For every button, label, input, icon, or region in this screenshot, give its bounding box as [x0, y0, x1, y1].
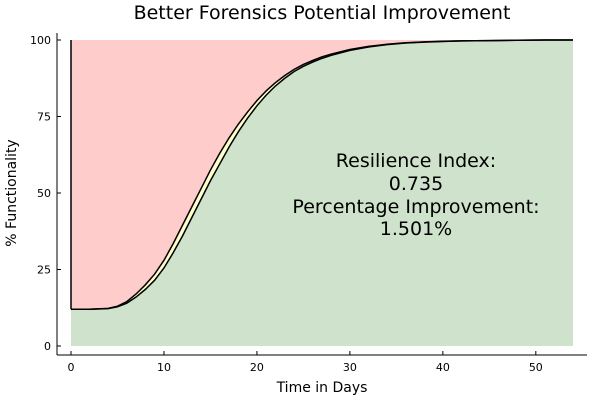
y-tick-label: 100 — [30, 34, 51, 47]
x-tick-label: 30 — [343, 361, 357, 374]
x-tick-label: 10 — [157, 361, 171, 374]
y-axis-label: % Functionality — [4, 139, 20, 246]
recovered-region — [71, 40, 573, 346]
annotation-improvement-value: 1.501% — [380, 218, 452, 240]
chart-title: Better Forensics Potential Improvement — [134, 2, 511, 24]
y-tick-label: 50 — [37, 187, 51, 200]
y-tick-label: 0 — [44, 340, 51, 353]
x-tick-label: 50 — [529, 361, 543, 374]
x-tick-label: 0 — [68, 361, 75, 374]
annotation-block: Resilience Index: 0.735 Percentage Impro… — [292, 150, 539, 240]
series-line-2 — [71, 39, 573, 311]
x-tick-label: 40 — [436, 361, 450, 374]
annotation-resilience-label: Resilience Index: — [336, 150, 496, 172]
y-ticks: 0 25 50 75 100 — [30, 34, 61, 353]
x-tick-label: 20 — [250, 361, 264, 374]
annotation-resilience-value: 0.735 — [389, 173, 443, 195]
x-axis-label: Time in Days — [276, 380, 368, 396]
annotation-improvement-label: Percentage Improvement: — [292, 196, 539, 218]
y-tick-label: 75 — [37, 111, 51, 124]
series-lines — [71, 39, 573, 311]
y-tick-label: 25 — [37, 264, 51, 277]
plot-area — [70, 39, 573, 346]
x-ticks: 0 10 20 30 40 50 — [68, 351, 543, 374]
